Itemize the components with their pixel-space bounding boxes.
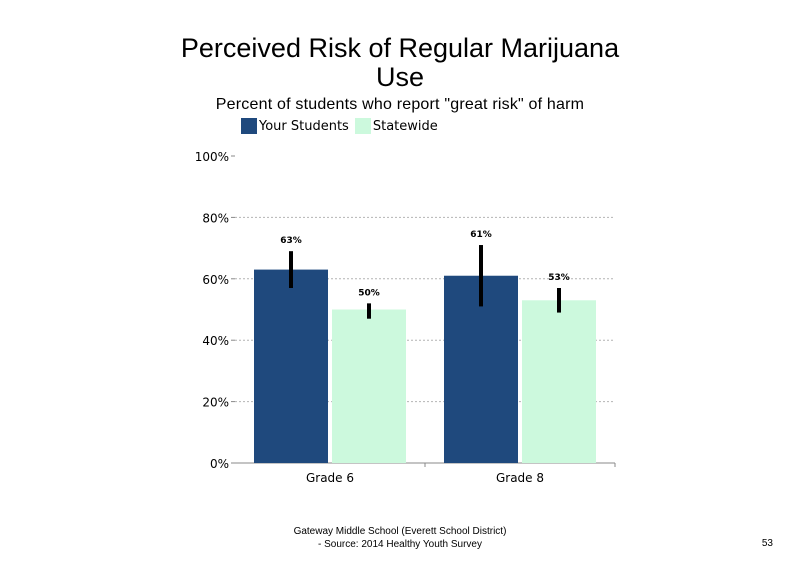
legend-item-your-students: Your Students [241,118,349,134]
chart-subtitle: Percent of students who report "great ri… [215,96,585,113]
data-label: 53% [548,273,570,283]
legend-item-statewide: Statewide [354,118,438,134]
data-label: 63% [280,236,302,246]
footer-line1: Gateway Middle School (Everett School Di… [293,526,507,537]
y-tick-label: 0% [210,457,229,471]
x-tick-label: Grade 8 [496,471,544,485]
y-tick-label: 80% [202,211,229,225]
legend-swatch-statewide [354,118,371,134]
footer-source: Gateway Middle School (Everett School Di… [0,525,800,551]
bar-statewide-grade-6 [332,309,406,463]
y-tick-label: 40% [202,334,229,348]
y-tick-label: 60% [202,273,229,287]
bar-your-students-grade-6 [254,269,328,463]
legend-swatch-your-students [241,118,257,134]
y-tick-label: 20% [202,396,229,410]
legend-label-your-students: Your Students [259,118,349,134]
chart-title: Perceived Risk of Regular Marijuana Use [0,34,800,92]
legend: Your Students Statewide [241,118,444,134]
y-tick-label: 100% [195,150,229,164]
chart-title-line2: Use [375,62,424,92]
data-label: 50% [358,288,380,298]
footer-line2: - Source: 2014 Healthy Youth Survey [318,539,482,550]
bar-your-students-grade-8 [444,275,518,463]
bar-statewide-grade-8 [522,300,596,463]
legend-label-statewide: Statewide [372,118,438,134]
chart-title-line1: Perceived Risk of Regular Marijuana [180,33,620,63]
x-tick-label: Grade 6 [306,471,354,485]
data-label: 61% [470,230,492,240]
page-number: 53 [761,538,773,549]
